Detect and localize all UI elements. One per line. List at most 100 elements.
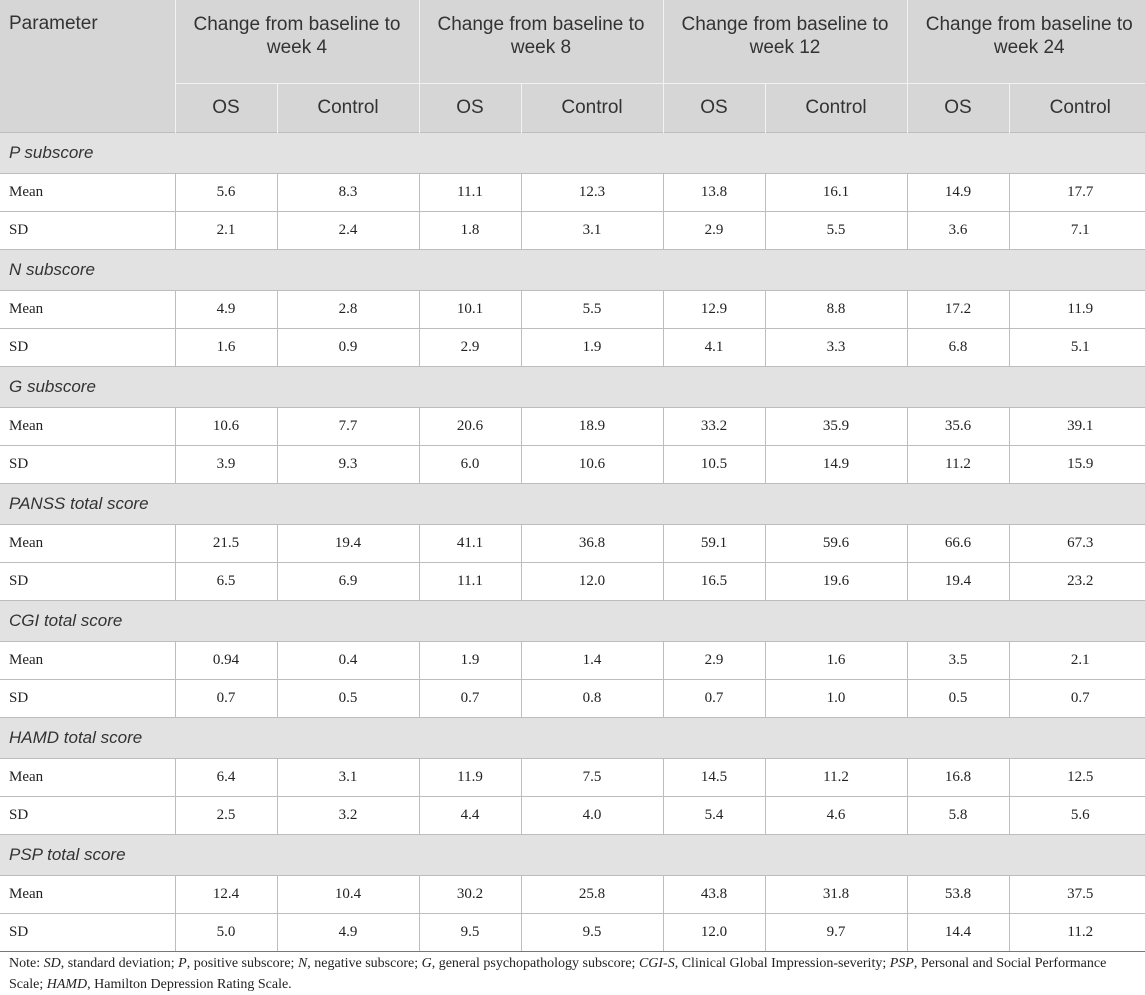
table-cell: 37.5 bbox=[1009, 875, 1145, 914]
table-cell: 2.1 bbox=[175, 211, 278, 250]
table-cell: 0.9 bbox=[277, 328, 420, 367]
table-row: SD 2.1 2.4 1.8 3.1 2.9 5.5 3.6 7.1 bbox=[0, 211, 1145, 250]
table-cell: 14.9 bbox=[765, 445, 908, 484]
table-body: P subscore Mean 5.6 8.3 11.1 12.3 13.8 16.1 14.9… bbox=[0, 132, 1145, 952]
table-cell: 16.1 bbox=[765, 173, 908, 212]
row-label: SD bbox=[0, 328, 176, 367]
table-cell: 2.9 bbox=[663, 211, 766, 250]
table-cell: 5.1 bbox=[1009, 328, 1145, 367]
table-cell: 2.9 bbox=[663, 641, 766, 680]
control-column-header: Control bbox=[521, 83, 664, 133]
table-row: Mean 12.4 10.4 30.2 25.8 43.8 31.8 53.8 37.5 bbox=[0, 875, 1145, 914]
table-cell: 4.1 bbox=[663, 328, 766, 367]
table-cell: 9.5 bbox=[521, 913, 664, 952]
section-header-row: PANSS total score bbox=[0, 483, 1145, 525]
table-cell: 2.1 bbox=[1009, 641, 1145, 680]
row-label: SD bbox=[0, 913, 176, 952]
table-cell: 33.2 bbox=[663, 407, 766, 446]
table-cell: 20.6 bbox=[419, 407, 522, 446]
table-cell: 9.7 bbox=[765, 913, 908, 952]
table-cell: 9.3 bbox=[277, 445, 420, 484]
table-cell: 17.7 bbox=[1009, 173, 1145, 212]
control-column-header: Control bbox=[765, 83, 908, 133]
table-cell: 11.9 bbox=[1009, 290, 1145, 329]
table-cell: 23.2 bbox=[1009, 562, 1145, 601]
section-header-row: HAMD total score bbox=[0, 717, 1145, 759]
table-cell: 5.6 bbox=[175, 173, 278, 212]
section-header-row: G subscore bbox=[0, 366, 1145, 408]
os-column-header: OS bbox=[907, 83, 1010, 133]
table-row: SD 6.5 6.9 11.1 12.0 16.5 19.6 19.4 23.2 bbox=[0, 562, 1145, 601]
table-cell: 0.7 bbox=[663, 679, 766, 718]
table-cell: 30.2 bbox=[419, 875, 522, 914]
table-row: Mean 0.94 0.4 1.9 1.4 2.9 1.6 3.5 2.1 bbox=[0, 641, 1145, 680]
table-cell: 36.8 bbox=[521, 524, 664, 563]
control-column-header: Control bbox=[277, 83, 420, 133]
table-cell: 2.5 bbox=[175, 796, 278, 835]
table-cell: 18.9 bbox=[521, 407, 664, 446]
table-cell: 35.9 bbox=[765, 407, 908, 446]
os-column-header: OS bbox=[419, 83, 522, 133]
note-text: , Personal and Social Performance Scale; bbox=[9, 956, 1107, 992]
table-cell: 31.8 bbox=[765, 875, 908, 914]
table-cell: 0.7 bbox=[419, 679, 522, 718]
table-cell: 35.6 bbox=[907, 407, 1010, 446]
note-text: , Clinical Global Impression-severity; bbox=[674, 956, 890, 971]
table-row: Mean 21.5 19.4 41.1 36.8 59.1 59.6 66.6 67.3 bbox=[0, 524, 1145, 563]
table-cell: 43.8 bbox=[663, 875, 766, 914]
week12-group-header: Change from baseline to week 12 bbox=[663, 0, 908, 84]
table-cell: 1.9 bbox=[521, 328, 664, 367]
table-cell: 5.8 bbox=[907, 796, 1010, 835]
table-cell: 12.4 bbox=[175, 875, 278, 914]
table-cell: 3.9 bbox=[175, 445, 278, 484]
table-cell: 5.4 bbox=[663, 796, 766, 835]
row-label: Mean bbox=[0, 290, 176, 329]
table-cell: 66.6 bbox=[907, 524, 1010, 563]
table-cell: 11.1 bbox=[419, 173, 522, 212]
section-title: G subscore bbox=[0, 366, 1145, 408]
table-cell: 21.5 bbox=[175, 524, 278, 563]
section-title: PSP total score bbox=[0, 834, 1145, 876]
note-text: , positive subscore; bbox=[186, 956, 298, 971]
table-cell: 11.1 bbox=[419, 562, 522, 601]
section-title: CGI total score bbox=[0, 600, 1145, 642]
table-cell: 25.8 bbox=[521, 875, 664, 914]
os-column-header: OS bbox=[663, 83, 766, 133]
table-row: Mean 10.6 7.7 20.6 18.9 33.2 35.9 35.6 39.1 bbox=[0, 407, 1145, 446]
table-cell: 0.4 bbox=[277, 641, 420, 680]
table-row: SD 2.5 3.2 4.4 4.0 5.4 4.6 5.8 5.6 bbox=[0, 796, 1145, 835]
table-cell: 5.0 bbox=[175, 913, 278, 952]
note-abbreviation: P bbox=[178, 956, 187, 971]
table-cell: 16.5 bbox=[663, 562, 766, 601]
note-abbreviation: PSP bbox=[889, 956, 914, 971]
table-cell: 1.4 bbox=[521, 641, 664, 680]
table-cell: 6.5 bbox=[175, 562, 278, 601]
week8-group-header: Change from baseline to week 8 bbox=[419, 0, 664, 84]
section-header-row: CGI total score bbox=[0, 600, 1145, 642]
section-title: P subscore bbox=[0, 132, 1145, 174]
table-footnote: Note: SD, standard deviation; P, positiv… bbox=[9, 953, 1139, 995]
note-text: , negative subscore; bbox=[307, 956, 422, 971]
table-cell: 11.2 bbox=[1009, 913, 1145, 952]
table-cell: 10.5 bbox=[663, 445, 766, 484]
table-cell: 14.4 bbox=[907, 913, 1010, 952]
table-cell: 1.8 bbox=[419, 211, 522, 250]
table-cell: 14.5 bbox=[663, 758, 766, 797]
table-cell: 15.9 bbox=[1009, 445, 1145, 484]
section-header-row: P subscore bbox=[0, 132, 1145, 174]
table-cell: 3.1 bbox=[521, 211, 664, 250]
table-cell: 6.8 bbox=[907, 328, 1010, 367]
table-cell: 12.3 bbox=[521, 173, 664, 212]
row-label: Mean bbox=[0, 524, 176, 563]
table-cell: 4.0 bbox=[521, 796, 664, 835]
table-cell: 1.6 bbox=[765, 641, 908, 680]
table-cell: 14.9 bbox=[907, 173, 1010, 212]
table-cell: 8.3 bbox=[277, 173, 420, 212]
row-label: SD bbox=[0, 796, 176, 835]
table-cell: 13.8 bbox=[663, 173, 766, 212]
table-cell: 3.2 bbox=[277, 796, 420, 835]
table-row: Mean 4.9 2.8 10.1 5.5 12.9 8.8 17.2 11.9 bbox=[0, 290, 1145, 329]
note-text: , Hamilton Depression Rating Scale. bbox=[87, 977, 292, 992]
table-row: Mean 5.6 8.3 11.1 12.3 13.8 16.1 14.9 17.7 bbox=[0, 173, 1145, 212]
table-row: Mean 6.4 3.1 11.9 7.5 14.5 11.2 16.8 12.5 bbox=[0, 758, 1145, 797]
